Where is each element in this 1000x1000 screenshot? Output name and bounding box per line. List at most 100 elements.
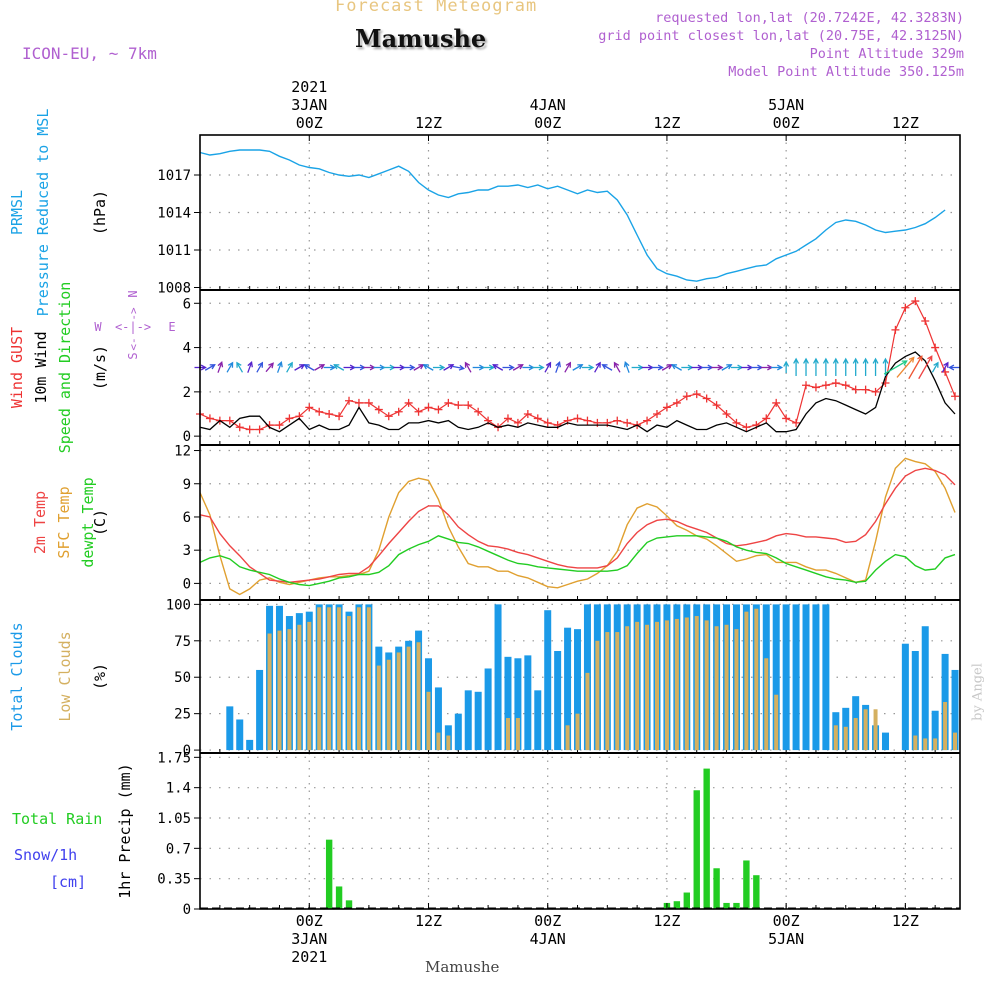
wind-gust-point [692, 390, 701, 399]
wind-gust-point [503, 414, 512, 423]
wind-gust-point [434, 405, 443, 414]
wind-direction-arrow [383, 364, 396, 371]
low-cloud-bar [953, 732, 958, 751]
wind-direction-arrow [711, 364, 724, 371]
wind-arrow-head [448, 364, 455, 370]
wind-arrow-shaft [602, 364, 613, 371]
wind-direction-arrow [670, 364, 682, 371]
grid-point-coordinates: grid point closest lon,lat (20.75E, 42.3… [598, 28, 964, 44]
compass-west: W [94, 320, 102, 334]
location-info: requested lon,lat (20.7242E, 42.3283N) g… [598, 9, 964, 81]
wind-arrow-head [217, 361, 224, 368]
y-tick-label: 0 [183, 743, 191, 759]
compass-south-arrow: <- [127, 337, 140, 350]
low-cloud-bar [267, 633, 272, 751]
wind-direction-arrow [303, 364, 315, 371]
low-cloud-bar [764, 658, 769, 751]
rain-bar [713, 868, 720, 909]
wind-direction-arrow [852, 357, 859, 376]
wind-arrow-shaft [564, 362, 571, 373]
wind-direction-arrow [226, 361, 234, 373]
wind-direction-arrow [948, 364, 961, 371]
wind-direction-arrow [793, 357, 800, 376]
wind-arrow-shaft [247, 362, 253, 373]
low-cloud-bar [843, 726, 848, 751]
wind-arrow-head [613, 361, 620, 368]
wind-gust-point [841, 381, 850, 390]
wind-arrow-head [277, 361, 283, 368]
wind-direction-arrow [555, 361, 561, 373]
compass-south: S [126, 352, 140, 359]
time-label-top: 00Z [773, 114, 800, 132]
wind-gust-point [712, 401, 721, 410]
pressure-line [199, 149, 946, 282]
wind-arrow-shaft [204, 364, 216, 371]
time-label-bottom: 4JAN [530, 930, 566, 948]
wind-direction-arrow [691, 364, 704, 371]
wind-gust-point [325, 410, 334, 418]
wind-direction-arrow [681, 364, 694, 371]
low-cloud-bar [515, 718, 520, 751]
wind-direction-arrow [522, 364, 535, 371]
low-cloud-bar [396, 652, 401, 751]
wind-speed-label: 10m Wind [32, 331, 50, 403]
total-cloud-bar [911, 651, 919, 751]
wind-direction-arrow [581, 364, 595, 371]
low-cloud-bar [684, 617, 689, 751]
wind-arrow-head [901, 360, 908, 366]
wind-arrow-shaft [256, 362, 263, 373]
wind-arrow-head [247, 361, 253, 368]
compass-east: E [168, 320, 175, 334]
wind-gust-point [414, 407, 423, 416]
wind-arrow-shaft [443, 364, 454, 371]
y-tick-label: 1008 [157, 281, 191, 297]
wind-direction-arrow [883, 360, 908, 375]
wind-direction-arrow [601, 364, 613, 371]
wind-gust-point [543, 418, 552, 427]
wind-direction-arrow [651, 364, 664, 371]
pressure-label-long: Pressure Reduced to MSL [34, 109, 52, 317]
time-label-bottom: 00Z [773, 912, 800, 930]
wind-arrow-head [783, 360, 790, 367]
wind-arrow-shaft [452, 365, 464, 370]
wind-gust-point [513, 418, 522, 427]
wind-direction-arrow [770, 364, 784, 371]
y-tick-label: 0 [183, 902, 191, 918]
total-cloud-bar [504, 656, 512, 751]
wind-arrow-shaft [294, 364, 305, 371]
wind-direction-arrow [452, 364, 466, 371]
wind-direction-arrow [803, 357, 809, 376]
time-label-bottom: 00Z [296, 912, 323, 930]
y-tick-label: 9 [183, 477, 191, 493]
wind-direction-arrow [363, 364, 376, 371]
wind-gust-point [911, 297, 920, 306]
low-cloud-bar [426, 691, 431, 751]
wind-gust-point [861, 385, 870, 394]
y-axis-label: (m/s) [91, 345, 109, 390]
low-cloud-bar [317, 607, 322, 751]
wind-gust-point [533, 414, 542, 423]
wind-gust-point [871, 387, 880, 396]
compass-north-arrow: -> [127, 307, 140, 321]
wind-arrow-shaft [413, 364, 424, 371]
y-tick-label: 0 [183, 576, 191, 592]
low-cloud-bar [366, 607, 371, 751]
time-label-top: 5JAN [768, 96, 804, 114]
low-cloud-bar [376, 665, 381, 751]
wind-arrow-head [927, 355, 933, 362]
wind-direction-arrow [544, 361, 552, 373]
wind-direction-arrow [403, 364, 416, 371]
station-name: Mamushe [355, 24, 487, 53]
low-cloud-bar [734, 629, 739, 751]
wind-arrow-head [657, 364, 664, 371]
y-tick-label: 2 [183, 385, 191, 401]
wind-arrow-head [595, 361, 601, 368]
total-cloud-bar [772, 604, 780, 751]
low-cloud-bar [635, 621, 640, 751]
wind-direction-arrow [941, 361, 949, 373]
wind-direction-arrow [832, 357, 839, 376]
total-cloud-bar [802, 604, 810, 751]
low-cloud-bar [873, 709, 878, 751]
y-tick-label: 75 [174, 634, 191, 650]
wind-gust-point [722, 410, 731, 418]
